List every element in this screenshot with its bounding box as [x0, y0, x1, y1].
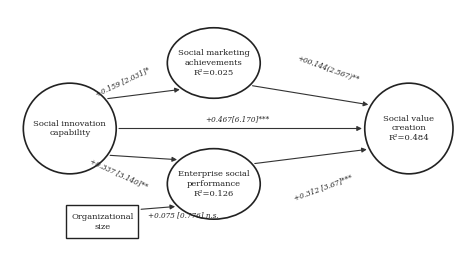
Text: Social innovation
capability: Social innovation capability	[33, 120, 106, 137]
Text: +00.144(2.567)**: +00.144(2.567)**	[296, 54, 360, 84]
Ellipse shape	[365, 83, 453, 174]
Text: Social value
creation
R²=0.484: Social value creation R²=0.484	[383, 115, 434, 142]
Text: +0.337 [3.140]**: +0.337 [3.140]**	[88, 157, 149, 191]
Text: +0.312 [3.67]***: +0.312 [3.67]***	[292, 173, 354, 202]
Text: +0.075 [0.776] n.s.: +0.075 [0.776] n.s.	[148, 212, 219, 219]
Ellipse shape	[167, 149, 260, 219]
Text: +0.467[6.170]***: +0.467[6.170]***	[205, 116, 269, 124]
Ellipse shape	[23, 83, 116, 174]
Text: Social marketing
achievements
R²=0.025: Social marketing achievements R²=0.025	[178, 49, 250, 77]
Text: Organizational
size: Organizational size	[71, 213, 134, 231]
Text: +0.159 [2.031]*: +0.159 [2.031]*	[95, 66, 152, 98]
Text: Enterprise social
performance
R²=0.126: Enterprise social performance R²=0.126	[178, 170, 250, 198]
Ellipse shape	[167, 28, 260, 98]
FancyBboxPatch shape	[66, 205, 138, 238]
